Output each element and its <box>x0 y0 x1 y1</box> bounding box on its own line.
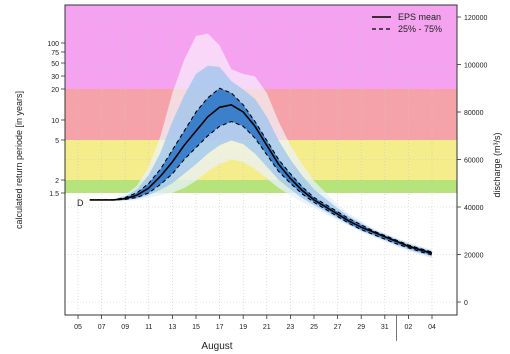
x-tick-label-12: 29 <box>357 324 365 331</box>
left-axis: 100 75 50 30 20 10 5 2 1.5 <box>47 41 65 198</box>
right-tick-label-5: 20000 <box>464 253 484 260</box>
right-tick-label-2: 80000 <box>464 110 484 117</box>
legend-quartile-label: 25% - 75% <box>398 24 442 34</box>
envelope-middle <box>89 65 433 257</box>
right-tick-label-6: 0 <box>464 300 468 307</box>
x-tick-label-14: 02 <box>405 324 413 331</box>
left-tick-label-7: 2 <box>55 178 59 185</box>
start-marker: D <box>77 198 84 208</box>
plot-frame <box>64 4 458 316</box>
legend-mean-label: EPS mean <box>398 12 441 22</box>
left-axis-title: calculated return periode [in years] <box>14 91 24 229</box>
x-tick-label-13: 31 <box>381 324 389 331</box>
x-tick-label-3: 11 <box>145 324 152 331</box>
x-axis: 05 07 09 11 13 15 17 19 21 23 25 27 29 31 02 04 <box>74 315 436 341</box>
x-tick-label-4: 13 <box>169 324 177 331</box>
series-line-0 <box>89 104 433 255</box>
grid-lines <box>65 5 457 315</box>
x-tick-label-5: 15 <box>192 324 200 331</box>
right-tick-label-3: 60000 <box>464 158 484 165</box>
left-tick-label-3: 30 <box>51 74 59 81</box>
series-line-1 <box>89 87 433 253</box>
x-tick-label-1: 07 <box>98 324 106 331</box>
x-tick-label-11: 27 <box>334 324 342 331</box>
x-tick-label-2: 09 <box>121 324 129 331</box>
x-tick-label-0: 05 <box>74 324 82 331</box>
x-axis-title: August <box>201 341 232 352</box>
left-tick-label-6: 5 <box>55 138 59 145</box>
series-line-2 <box>89 120 433 256</box>
left-tick-label-2: 50 <box>51 61 59 68</box>
legend: EPS mean 25% - 75% <box>372 12 442 34</box>
left-tick-label-4: 20 <box>51 87 59 94</box>
band-0 <box>65 5 457 89</box>
left-tick-label-0: 100 <box>47 41 59 48</box>
x-tick-label-8: 21 <box>263 324 271 331</box>
right-axis-title: discharge (m³/s) <box>492 132 502 197</box>
series-lines <box>89 87 433 256</box>
left-tick-label-5: 10 <box>51 118 59 125</box>
x-tick-label-10: 25 <box>310 324 318 331</box>
x-tick-label-6: 17 <box>216 324 224 331</box>
band-3 <box>65 180 457 193</box>
right-tick-label-1: 100000 <box>464 63 487 70</box>
right-axis: 120000 100000 80000 60000 40000 20000 0 <box>457 15 487 307</box>
x-tick-label-15: 04 <box>428 324 436 331</box>
ensemble-envelope <box>89 33 433 259</box>
x-tick-label-9: 23 <box>287 324 295 331</box>
left-tick-label-1: 75 <box>51 50 59 57</box>
left-tick-label-8: 1.5 <box>49 191 59 198</box>
x-tick-label-7: 19 <box>239 324 247 331</box>
right-tick-label-0: 120000 <box>464 15 487 22</box>
right-tick-label-4: 40000 <box>464 205 484 212</box>
